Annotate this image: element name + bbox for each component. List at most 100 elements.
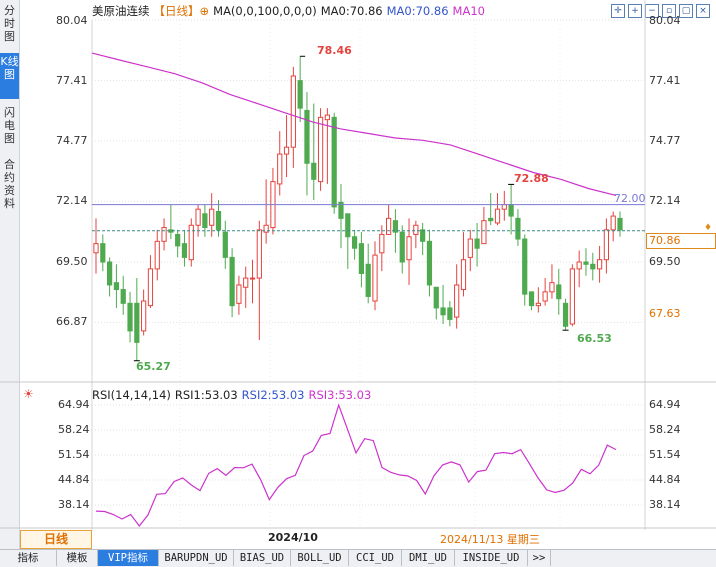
candle-body-up (209, 208, 215, 226)
candle-body-down (399, 231, 405, 263)
cursor-date-label: 2024/11/13 星期三 (440, 533, 540, 546)
candle-body-down (556, 284, 562, 300)
candle-body-up (317, 116, 324, 183)
tab-inside[interactable]: INSIDE_UD (455, 550, 528, 566)
candle-body-down (365, 263, 371, 297)
alert-icon[interactable]: ♦ (704, 223, 713, 233)
candle-body-up (494, 208, 501, 224)
price-tick-right: 80.04 (649, 14, 681, 27)
candle-body-down (331, 116, 337, 208)
candle-body-down (515, 217, 521, 240)
rsi-line (95, 403, 617, 527)
candle-body-down (120, 289, 126, 304)
rsi-legend: RSI(14,14,14) RSI1:53.03 RSI2:53.03 RSI3:53… (92, 388, 375, 402)
candle-body-up (413, 224, 419, 235)
chart-toolbar: ✛ + − ▫ ▢ × (608, 3, 710, 18)
rsi-tick-left: 38.14 (58, 498, 90, 511)
crosshair-icon[interactable]: ✛ (611, 4, 625, 18)
candle-body-down (100, 243, 106, 263)
candle-body-down (617, 217, 623, 231)
candle-body-up (283, 146, 290, 155)
price-legend: 美原油连续 【日线】⊕ MA(0,0,100,0,0,0) MA0:70.86 MA0:… (92, 3, 489, 19)
price-tick-left: 69.50 (56, 255, 88, 268)
candle-body-up (290, 75, 296, 148)
candle-body-down (297, 80, 303, 109)
candle-body-down (392, 220, 399, 233)
price-tick-right: 69.50 (649, 255, 681, 268)
candle-body-up (93, 243, 99, 254)
candle-body-up (195, 208, 201, 226)
period-button[interactable]: 日线 (20, 530, 92, 549)
price-tick-left: 80.04 (56, 14, 88, 27)
price-tick-left: 66.87 (56, 315, 88, 328)
period-label: 【日线】 (153, 4, 200, 18)
candle-body-down (202, 213, 208, 229)
tab-vip-indicators[interactable]: VIP指标 (98, 550, 159, 566)
tab-indicators[interactable]: 指标 (0, 550, 57, 566)
last-price-tag: 70.86 (646, 233, 716, 249)
tab-cci[interactable]: CCI_UD (349, 550, 402, 566)
price-tick-right: 72.14 (649, 194, 681, 207)
candle-body-up (263, 224, 269, 233)
tab-contract-info[interactable]: 合约资料 (4, 158, 15, 210)
candle-body-down (433, 286, 439, 309)
price-tick-left: 72.14 (56, 194, 88, 207)
high-marker: 78.46 (317, 44, 352, 57)
candle-body-down (304, 109, 310, 164)
candle-body-up (277, 153, 283, 185)
tab-kline[interactable]: K线图 (0, 53, 19, 99)
candle-body-up (610, 215, 616, 231)
tab-dmi[interactable]: DMI_UD (402, 550, 455, 566)
x-axis-month-label: 2024/10 (268, 531, 318, 544)
recent-low-marker: 66.53 (577, 332, 612, 345)
candle-body-down (175, 233, 181, 247)
left-sidebar: 分时图 K线图 闪电图 合约资料 (0, 0, 20, 550)
indicator-settings-icon[interactable]: ☀ (23, 387, 34, 401)
candle-body-down (127, 302, 133, 332)
candle-body-down (181, 243, 188, 258)
ma0-value-a: MA0:70.86 (320, 4, 383, 18)
candle-body-down (474, 238, 480, 249)
tab-barupdn[interactable]: BARUPDN_UD (159, 550, 234, 566)
candle-body-down (488, 217, 494, 222)
candle-body-up (501, 204, 507, 210)
candle-body-down (590, 263, 596, 270)
ma-params: MA(0,0,100,0,0,0) (213, 4, 317, 18)
rsi3-value: RSI3:53.03 (308, 388, 372, 402)
candle-body-down (528, 291, 535, 307)
tab-bias[interactable]: BIAS_UD (234, 550, 291, 566)
maximize-icon[interactable]: ▢ (679, 4, 693, 18)
tab-timeshare[interactable]: 分时图 (4, 4, 15, 43)
rsi-tick-left: 51.54 (58, 448, 90, 461)
rsi1-value: RSI1:53.03 (174, 388, 238, 402)
candle-body-up (576, 261, 582, 270)
indicator-tab-bar: 指标 模板 VIP指标 BARUPDN_UD BIAS_UD BOLL_UD C… (0, 549, 716, 567)
candle-body-up (406, 236, 412, 261)
candle-body-up (549, 282, 555, 293)
candle-body-down (311, 162, 317, 180)
rsi-tick-right: 64.94 (649, 398, 681, 411)
candle-body-up (386, 217, 392, 235)
candle-body-down (345, 213, 351, 238)
candle-body-down (420, 229, 426, 242)
tab-boll[interactable]: BOLL_UD (291, 550, 349, 566)
candle-body-up (379, 233, 385, 254)
close-icon[interactable]: × (696, 4, 710, 18)
settings-icon[interactable]: ⊕ (199, 4, 210, 18)
restore-icon[interactable]: ▫ (662, 4, 676, 18)
candle-body-down (338, 201, 344, 219)
candle-body-up (596, 259, 603, 270)
price-tick-left: 77.41 (56, 74, 88, 87)
tab-lightning[interactable]: 闪电图 (4, 106, 15, 145)
price-tick-right: 77.41 (649, 74, 681, 87)
candle-body-down (113, 282, 120, 291)
candle-body-down (351, 236, 358, 249)
rsi2-value: RSI2:53.03 (241, 388, 305, 402)
candle-body-up (324, 114, 330, 121)
kline-chart[interactable] (0, 0, 716, 550)
zoom-in-icon[interactable]: + (628, 4, 642, 18)
tab-templates[interactable]: 模板 (57, 550, 98, 566)
rsi-tick-right: 58.24 (649, 423, 681, 436)
candle-body-down (447, 307, 453, 320)
tab-more[interactable]: >> (528, 550, 551, 566)
